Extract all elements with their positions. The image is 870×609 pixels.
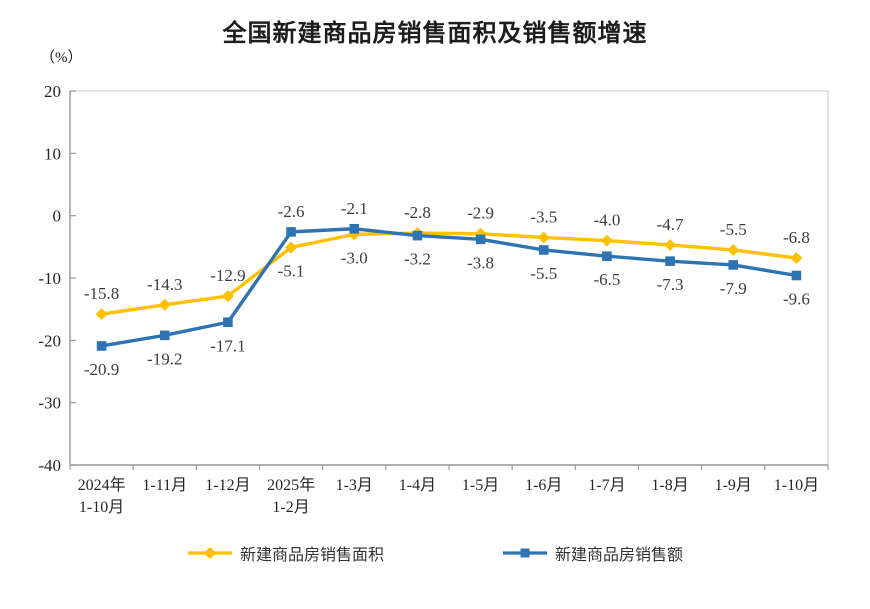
- data-point-label: -3.0: [341, 248, 368, 267]
- x-axis: 2024年 1-10月 1-11月 1-12月 2025年 1-2月 1-3月 1-4月 1-5…: [69, 464, 829, 516]
- y-tick-label: -20: [38, 331, 61, 350]
- x-category-label: 1-5月: [462, 477, 499, 494]
- x-category-label: 1-10月: [774, 477, 819, 494]
- chart-legend: 新建商品房销售面积 新建商品房销售额: [0, 541, 870, 565]
- data-point-marker: [790, 252, 803, 265]
- data-point-label: -12.9: [210, 266, 245, 285]
- data-point-marker: [158, 298, 171, 311]
- data-point-marker: [600, 234, 613, 247]
- data-point-marker: [728, 260, 739, 270]
- series-line-sales-amount: [96, 223, 802, 351]
- data-point-marker: [537, 231, 550, 244]
- data-point-label: -6.5: [593, 270, 620, 289]
- data-point-marker: [665, 256, 675, 266]
- data-point-label: -3.5: [530, 207, 557, 226]
- data-point-label: -3.8: [467, 253, 494, 272]
- x-category-label: 1-8月: [651, 477, 688, 494]
- data-point-label: -9.6: [783, 290, 810, 309]
- data-point-marker: [412, 230, 423, 241]
- data-labels-sales-amount: -20.9-19.2-17.1-2.6 -2.1-3.2 -3.8-5.5 -6.5-…: [84, 199, 810, 379]
- data-point-label: -5.5: [720, 220, 747, 239]
- y-axis-unit-label: （%）: [40, 50, 83, 66]
- x-category-label: 1-9月: [715, 477, 752, 494]
- data-point-marker: [538, 245, 549, 255]
- data-point-label: -19.2: [147, 349, 182, 368]
- series-line-sales-area: [95, 227, 803, 321]
- x-category-label: 1-12月: [205, 477, 250, 494]
- data-point-marker: [95, 308, 108, 321]
- y-tick-label: -40: [38, 456, 61, 475]
- data-point-label: -2.9: [467, 204, 494, 223]
- y-tick-label: -30: [38, 394, 61, 413]
- data-point-label: -2.6: [278, 202, 305, 221]
- data-point-marker: [221, 290, 234, 303]
- y-tick-label: 20: [44, 82, 61, 101]
- data-point-marker: [159, 330, 170, 341]
- data-point-marker: [664, 238, 677, 251]
- data-point-marker: [602, 251, 612, 261]
- data-point-marker: [349, 223, 360, 234]
- chart-title: 全国新建商品房销售面积及销售额增速: [222, 20, 648, 47]
- sales-area-series-marker-icon: [187, 547, 232, 559]
- x-category-label: 1-11月: [142, 477, 187, 494]
- y-tick-label: 10: [44, 144, 61, 163]
- data-point-label: -7.9: [720, 279, 747, 298]
- sales-amount-series-marker-icon: [503, 548, 547, 558]
- legend-item-sales-amount: 新建商品房销售额: [502, 541, 683, 565]
- x-category-label: 2024年 1-10月: [78, 476, 126, 516]
- x-category-label: 1-6月: [525, 477, 562, 494]
- legend-label-sales-amount: 新建商品房销售额: [555, 547, 684, 564]
- x-category-label: 1-7月: [588, 477, 625, 494]
- data-point-marker: [475, 234, 486, 245]
- data-point-label: -17.1: [210, 336, 245, 355]
- data-point-label: -7.3: [657, 275, 684, 294]
- data-point-marker: [791, 270, 802, 281]
- x-category-label: 1-3月: [336, 477, 373, 494]
- plot-area-border: [69, 90, 829, 466]
- legend-item-sales-area: 新建商品房销售面积: [187, 541, 384, 565]
- data-point-marker: [285, 241, 298, 254]
- data-point-label: -4.7: [657, 215, 684, 234]
- data-point-marker: [727, 243, 740, 256]
- data-point-label: -2.8: [404, 203, 431, 222]
- data-point-label: -3.2: [404, 250, 431, 269]
- y-tick-label: 0: [53, 207, 62, 226]
- data-point-marker: [223, 317, 233, 328]
- x-category-label: 1-4月: [399, 477, 436, 494]
- data-point-label: -4.0: [593, 211, 620, 230]
- legend-label-sales-area: 新建商品房销售面积: [239, 547, 384, 564]
- data-point-label: -6.8: [783, 228, 810, 247]
- data-point-marker: [286, 227, 296, 237]
- data-point-label: -15.8: [84, 284, 119, 303]
- y-tick-label: -10: [38, 269, 61, 288]
- data-labels-sales-area: -15.8 -14.3 -12.9 -5.1 -3.0 -2.8 -2.9 -3.5 -4.0 -…: [84, 203, 810, 303]
- data-point-marker: [96, 341, 107, 351]
- data-point-label: -20.9: [84, 360, 119, 379]
- data-point-label: -14.3: [147, 275, 182, 294]
- data-point-label: -5.1: [278, 261, 305, 280]
- y-axis: 20 10 0 -10 -20 -30 -40: [38, 82, 76, 475]
- data-point-label: -2.1: [341, 199, 368, 218]
- data-point-label: -5.5: [530, 264, 557, 283]
- x-category-label: 2025年 1-2月: [267, 476, 315, 516]
